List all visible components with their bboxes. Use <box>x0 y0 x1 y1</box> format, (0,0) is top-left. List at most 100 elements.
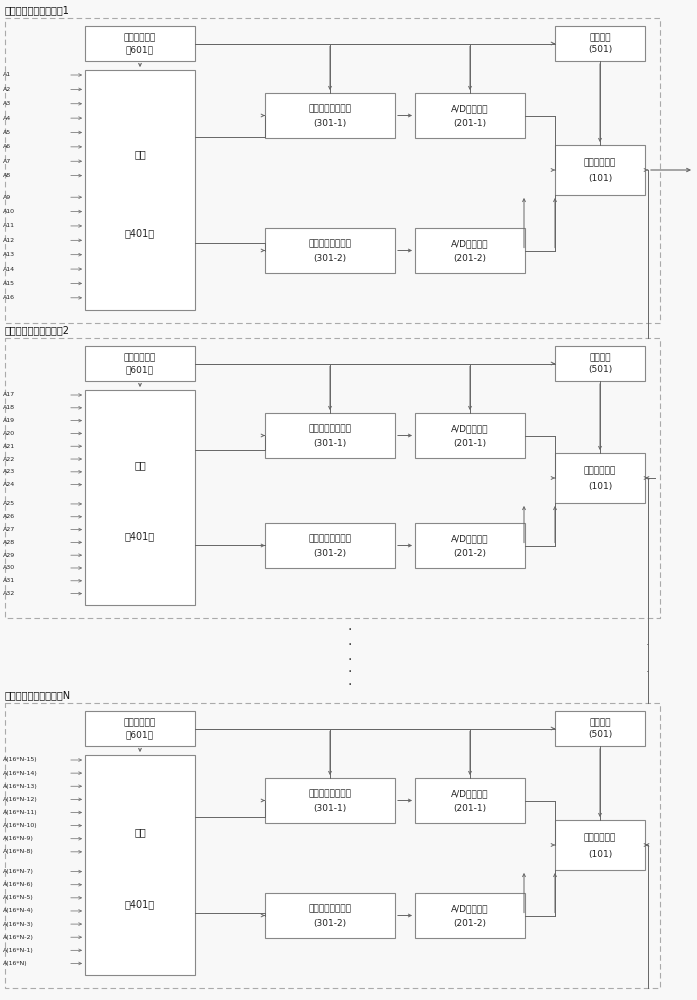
Text: (301-1): (301-1) <box>314 439 346 448</box>
Text: (201-2): (201-2) <box>454 254 487 263</box>
Text: (301-1): (301-1) <box>314 804 346 813</box>
Text: 阵列式肌电图像采集器2: 阵列式肌电图像采集器2 <box>5 325 70 335</box>
Text: A(16*N-3): A(16*N-3) <box>3 922 34 927</box>
Bar <box>5 18 660 323</box>
Text: (301-2): (301-2) <box>314 254 346 263</box>
Text: A10: A10 <box>3 209 15 214</box>
Text: 电源模块: 电源模块 <box>589 719 611 728</box>
Bar <box>415 778 525 823</box>
Text: (501): (501) <box>588 730 612 739</box>
Text: A13: A13 <box>3 252 15 257</box>
Text: A(16*N-7): A(16*N-7) <box>3 869 34 874</box>
Text: A(16*N-15): A(16*N-15) <box>3 758 38 762</box>
Text: (101): (101) <box>588 850 612 858</box>
Text: A15: A15 <box>3 281 15 286</box>
Text: 模拟滤波放大模块: 模拟滤波放大模块 <box>309 904 351 913</box>
Text: A(16*N-1): A(16*N-1) <box>3 948 33 953</box>
Text: ·: · <box>646 640 650 650</box>
Text: A32: A32 <box>3 591 15 596</box>
Text: A/D转换模块: A/D转换模块 <box>451 239 489 248</box>
Text: A(16*N-2): A(16*N-2) <box>3 935 34 940</box>
Text: 数据处理模块: 数据处理模块 <box>584 833 616 842</box>
Text: （401）: （401） <box>125 900 155 910</box>
Text: A(16*N-9): A(16*N-9) <box>3 836 34 841</box>
Text: (301-2): (301-2) <box>314 919 346 928</box>
Text: A17: A17 <box>3 392 15 397</box>
Text: A7: A7 <box>3 159 11 164</box>
Bar <box>555 145 645 195</box>
Text: A(16*N-4): A(16*N-4) <box>3 908 34 913</box>
Text: A28: A28 <box>3 540 15 545</box>
Text: A(16*N-14): A(16*N-14) <box>3 771 38 776</box>
Text: 电极: 电极 <box>134 827 146 837</box>
Bar <box>415 893 525 938</box>
Bar <box>415 228 525 273</box>
Text: A(16*N-8): A(16*N-8) <box>3 849 33 854</box>
Text: A20: A20 <box>3 431 15 436</box>
Bar <box>555 820 645 870</box>
Bar <box>85 711 195 746</box>
Text: A29: A29 <box>3 553 15 558</box>
Text: (101): (101) <box>588 483 612 491</box>
Bar <box>85 26 195 61</box>
Text: A(16*N-6): A(16*N-6) <box>3 882 33 887</box>
Text: 参考电极模块: 参考电极模块 <box>124 719 156 728</box>
Text: A(16*N): A(16*N) <box>3 961 28 966</box>
Text: 电源模块: 电源模块 <box>589 354 611 363</box>
Text: 阵列式肌电图像采集器N: 阵列式肌电图像采集器N <box>5 690 71 700</box>
Text: A/D转换模块: A/D转换模块 <box>451 424 489 433</box>
Text: A14: A14 <box>3 267 15 272</box>
Text: 模拟滤波放大模块: 模拟滤波放大模块 <box>309 789 351 798</box>
Text: A4: A4 <box>3 116 11 121</box>
Text: A(16*N-13): A(16*N-13) <box>3 784 38 789</box>
Text: 电源模块: 电源模块 <box>589 34 611 43</box>
Bar <box>5 338 660 618</box>
Text: A23: A23 <box>3 469 15 474</box>
Bar <box>265 228 395 273</box>
Text: A27: A27 <box>3 527 15 532</box>
Text: A(16*N-11): A(16*N-11) <box>3 810 38 815</box>
Text: A19: A19 <box>3 418 15 423</box>
Text: A24: A24 <box>3 482 15 487</box>
Bar <box>265 778 395 823</box>
Text: A3: A3 <box>3 101 11 106</box>
Bar <box>555 453 645 503</box>
Text: A12: A12 <box>3 238 15 243</box>
Text: (301-2): (301-2) <box>314 549 346 558</box>
Text: A5: A5 <box>3 130 11 135</box>
Text: (501): (501) <box>588 45 612 54</box>
Bar <box>555 346 645 381</box>
Text: A2: A2 <box>3 87 11 92</box>
Text: （401）: （401） <box>125 531 155 541</box>
Text: A/D转换模块: A/D转换模块 <box>451 534 489 543</box>
Text: A6: A6 <box>3 144 11 149</box>
Text: 模拟滤波放大模块: 模拟滤波放大模块 <box>309 239 351 248</box>
Bar <box>85 390 195 605</box>
Text: ·: · <box>348 665 352 679</box>
Text: ·: · <box>348 623 352 637</box>
Text: A22: A22 <box>3 457 15 462</box>
Bar <box>265 893 395 938</box>
Bar <box>555 711 645 746</box>
Text: 数据处理模块: 数据处理模块 <box>584 158 616 167</box>
Text: (201-2): (201-2) <box>454 549 487 558</box>
Text: 模拟滤波放大模块: 模拟滤波放大模块 <box>309 534 351 543</box>
Text: ·: · <box>348 678 352 692</box>
Text: 参考电极模块: 参考电极模块 <box>124 354 156 363</box>
Bar <box>265 93 395 138</box>
Text: (201-1): (201-1) <box>454 119 487 128</box>
Text: A31: A31 <box>3 578 15 583</box>
Text: 参考电极模块: 参考电极模块 <box>124 34 156 43</box>
Bar <box>85 70 195 310</box>
Text: (201-1): (201-1) <box>454 804 487 813</box>
Text: A26: A26 <box>3 514 15 519</box>
Text: A(16*N-12): A(16*N-12) <box>3 797 38 802</box>
Text: 阵列式肌电图像采集器1: 阵列式肌电图像采集器1 <box>5 5 70 15</box>
Text: 电极: 电极 <box>134 149 146 159</box>
Bar <box>265 523 395 568</box>
Bar <box>5 703 660 988</box>
Text: （601）: （601） <box>126 45 154 54</box>
Bar <box>85 755 195 975</box>
Text: A25: A25 <box>3 501 15 506</box>
Text: A21: A21 <box>3 444 15 449</box>
